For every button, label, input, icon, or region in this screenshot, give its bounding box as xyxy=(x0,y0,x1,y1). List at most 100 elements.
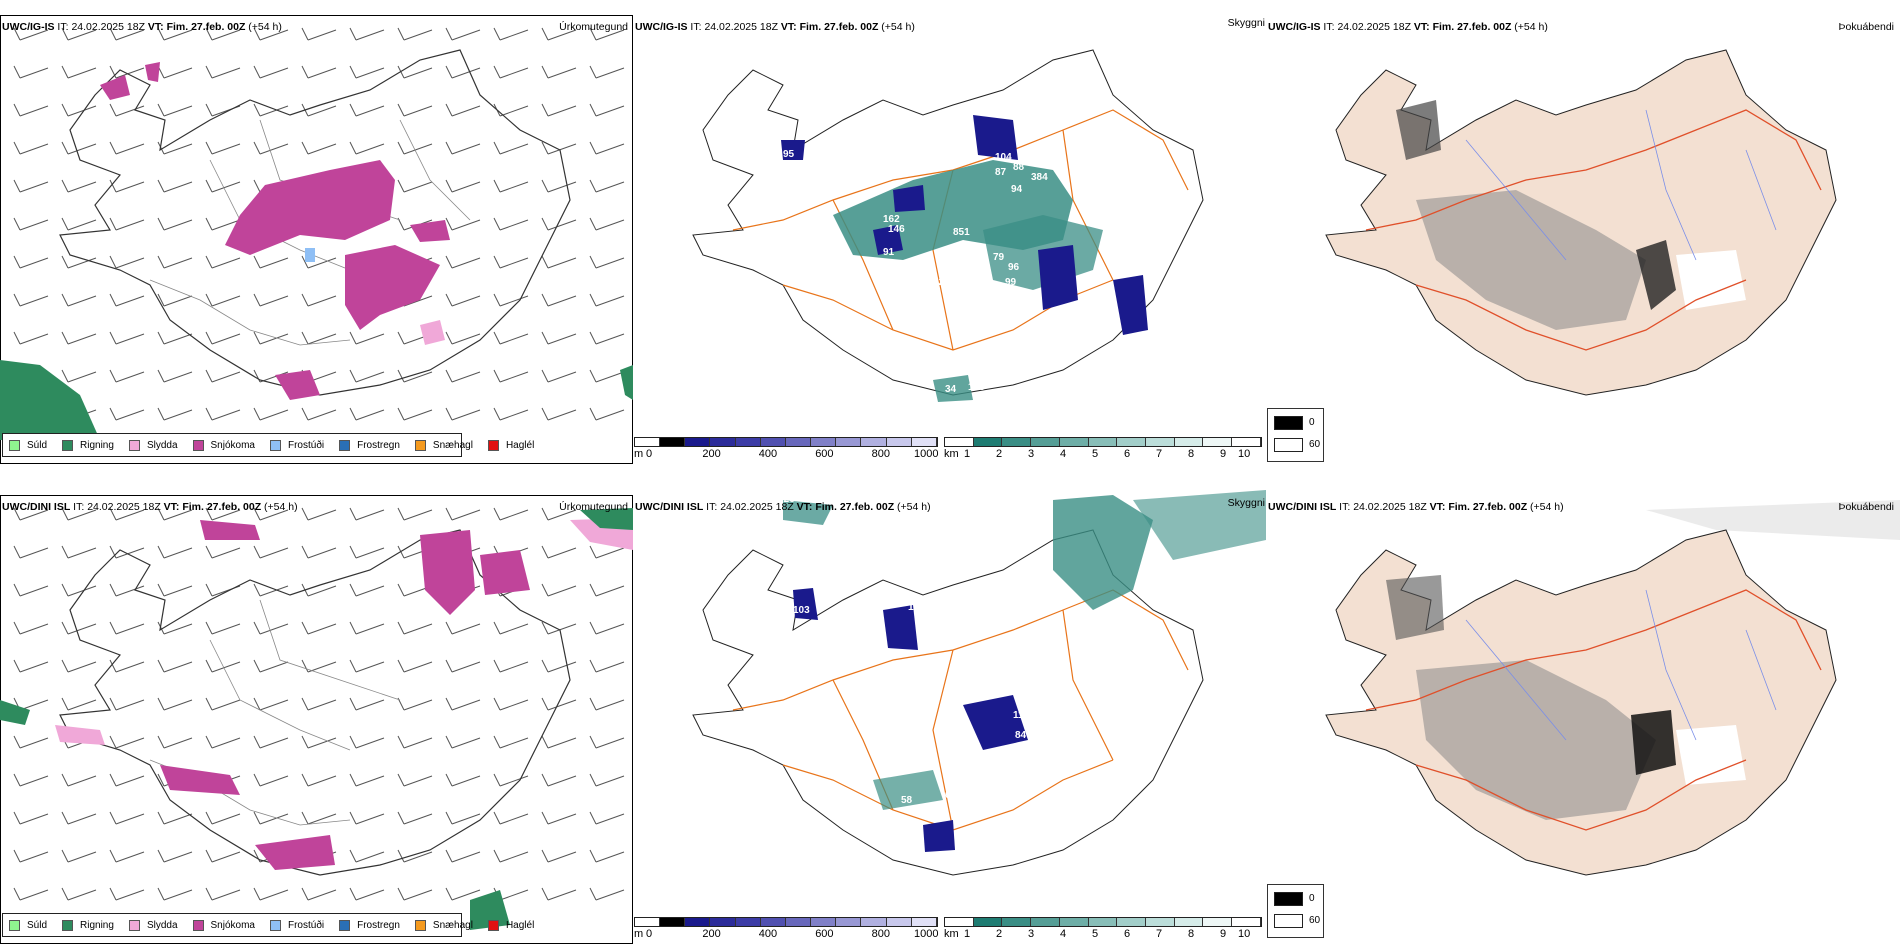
legend-item: Súld xyxy=(9,439,47,451)
colorbar-cell xyxy=(886,438,912,446)
wind-barb xyxy=(13,545,49,559)
wind-barb xyxy=(541,811,577,825)
colorbar-tick: 4 xyxy=(1060,928,1067,940)
wind-barb xyxy=(253,27,289,41)
wind-barb xyxy=(205,27,241,41)
wind-barb xyxy=(205,369,241,383)
wind-barb xyxy=(493,103,529,117)
wind-barb xyxy=(205,887,241,901)
colorbar-cell xyxy=(710,918,736,926)
fog-legend-swatch xyxy=(1274,892,1303,906)
wind-barb xyxy=(349,773,385,787)
wind-barb xyxy=(61,217,97,231)
ceiling-value-label: 384 xyxy=(1031,172,1048,183)
wind-barb xyxy=(13,293,49,307)
wind-barb xyxy=(589,217,625,231)
wind-barb xyxy=(109,621,145,635)
wind-barb xyxy=(493,141,529,155)
wind-barb xyxy=(301,735,337,749)
ceiling-value-label: 91 xyxy=(883,247,895,258)
wind-barb xyxy=(589,141,625,155)
legend-label: Frostregn xyxy=(357,439,400,451)
panel-precip-type-row2: UWC/DINI ISL IT: 24.02.2025 18Z VT: Fim.… xyxy=(0,480,633,944)
wind-barb xyxy=(205,697,241,711)
wind-barb xyxy=(301,27,337,41)
wind-barb xyxy=(301,331,337,345)
wind-barb xyxy=(541,217,577,231)
ceiling-value-label: 90 xyxy=(998,750,1010,761)
colorbar-tick: 200 xyxy=(702,928,721,940)
wind-barb xyxy=(589,407,625,421)
wind-barb xyxy=(397,65,433,79)
wind-barb xyxy=(301,887,337,901)
wind-barb xyxy=(13,217,49,231)
wind-barb xyxy=(61,331,97,345)
ceiling-value-label: 14 xyxy=(1018,514,1030,525)
fog-legend-label: 0 xyxy=(1309,893,1315,904)
it-value: 24.02.2025 18Z xyxy=(704,21,778,33)
wind-barb xyxy=(301,621,337,635)
wind-barb xyxy=(349,887,385,901)
colorbar-cell xyxy=(1203,918,1233,926)
colorbar-tick: 8 xyxy=(1188,448,1195,460)
colorbar-tick: 1 xyxy=(964,928,971,940)
fog-legend-label: 60 xyxy=(1309,915,1321,926)
wind-barb xyxy=(397,179,433,193)
colorbar-cell xyxy=(886,918,912,926)
ceiling-value-label: 56 xyxy=(1055,154,1067,165)
wind-barb xyxy=(61,849,97,863)
wind-barb xyxy=(349,849,385,863)
wind-barb xyxy=(157,849,193,863)
colorbar-unit: km xyxy=(944,448,959,460)
fog-legend-swatch xyxy=(1274,438,1303,452)
wind-barb xyxy=(349,697,385,711)
fog-legend-label: 60 xyxy=(1309,439,1321,450)
wind-barb xyxy=(157,545,193,559)
wind-barb xyxy=(445,27,481,41)
model-name: UWC/DINI ISL xyxy=(635,501,704,513)
wind-barb xyxy=(349,331,385,345)
legend-item: Snæhagl xyxy=(414,439,473,451)
ceiling-value-label: 45 xyxy=(938,250,950,261)
legend-swatch xyxy=(269,919,281,931)
wind-barb xyxy=(541,293,577,307)
legend-swatch xyxy=(128,919,140,931)
it-label: IT: xyxy=(1339,501,1351,513)
colorbar-cell xyxy=(861,918,887,926)
wind-barb xyxy=(589,849,625,863)
wind-barb xyxy=(253,255,289,269)
vt-label: VT: xyxy=(147,21,164,33)
ceiling-value-label: 180 xyxy=(728,60,745,71)
precip-type-map xyxy=(0,507,633,930)
wind-barb xyxy=(445,331,481,345)
ceiling-value-label: 372 xyxy=(963,292,980,303)
wind-barb xyxy=(541,141,577,155)
wind-barb xyxy=(493,773,529,787)
wind-barb xyxy=(397,887,433,901)
wind-barb xyxy=(157,293,193,307)
colorbar-cell xyxy=(660,918,686,926)
wind-barb xyxy=(205,849,241,863)
wind-barb xyxy=(205,583,241,597)
wind-barb xyxy=(109,697,145,711)
panel-ceiling-row2: 954 826 816 398 14 10 103 106 98 110 116 119 84 80 90 6… xyxy=(633,480,1266,943)
wind-barb xyxy=(397,507,433,521)
fog-legend: 0 60 xyxy=(1267,884,1324,938)
ceiling-value-label: 34 xyxy=(945,384,957,395)
wind-barb xyxy=(253,735,289,749)
it-label: IT: xyxy=(706,501,718,513)
ceiling-value-label: 65 xyxy=(951,774,963,785)
precip-type-legend: Súld Rigning Slydda Snjókoma Frostúði Frostre… xyxy=(2,913,534,937)
wind-barb xyxy=(61,887,97,901)
legend-item: Frostúði xyxy=(269,919,324,931)
wind-barb xyxy=(541,735,577,749)
wind-barb xyxy=(205,217,241,231)
wind-barb xyxy=(13,811,49,825)
legend-item: Súld xyxy=(9,919,47,931)
wind-barb xyxy=(493,507,529,521)
wind-barb xyxy=(589,255,625,269)
model-name: UWC/IG-IS xyxy=(1268,21,1321,33)
legend-label: Frostúði xyxy=(287,439,325,451)
legend-swatch xyxy=(62,439,74,451)
legend-label: Haglél xyxy=(505,439,535,451)
